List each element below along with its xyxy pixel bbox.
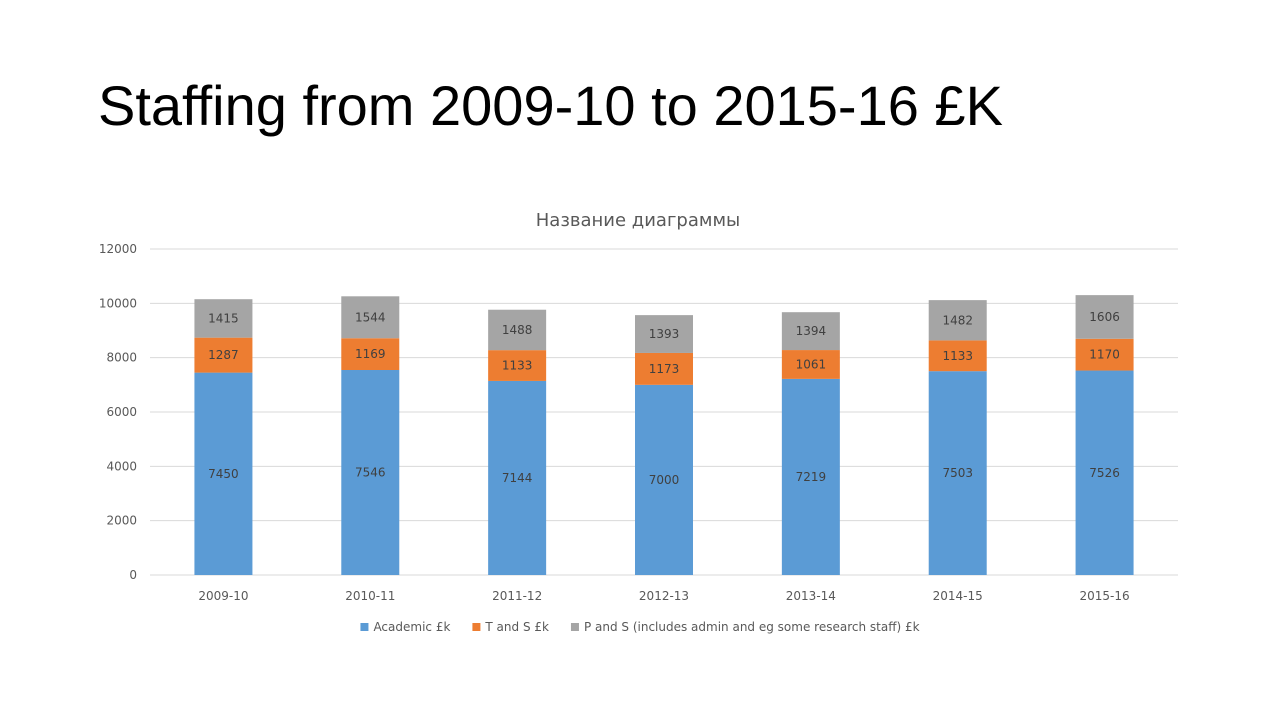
bar-segment <box>928 300 987 341</box>
bar-segment <box>781 312 840 351</box>
data-label: 1394 <box>796 324 827 338</box>
bars <box>194 295 1134 575</box>
bar-segment <box>635 384 693 575</box>
legend: Academic £k T and S £k P and S (includes a… <box>360 620 920 634</box>
x-tick-label: 2009-10 <box>198 589 248 603</box>
data-label: 1488 <box>502 323 533 337</box>
bar-segment <box>1075 338 1134 371</box>
data-label: 7546 <box>355 466 386 480</box>
x-tick-label: 2013-14 <box>786 589 836 603</box>
data-label: 7144 <box>502 471 533 485</box>
bar-segment <box>341 338 400 371</box>
data-label: 1133 <box>942 349 973 363</box>
bar-segment <box>194 299 253 338</box>
bar-segment <box>928 371 987 575</box>
data-label: 1393 <box>649 327 680 341</box>
x-tick-label: 2014-15 <box>933 589 983 603</box>
bar-segment <box>194 372 253 575</box>
y-tick-label: 8000 <box>106 351 137 365</box>
data-label: 1606 <box>1089 310 1120 324</box>
bar-segment <box>1075 370 1134 575</box>
bar-segment <box>488 380 547 575</box>
x-tick-label: 2010-11 <box>345 589 395 603</box>
data-label: 7503 <box>942 466 973 480</box>
data-label: 1133 <box>502 359 533 373</box>
y-axis-ticks: 0 2000 4000 6000 8000 10000 12000 <box>99 242 137 582</box>
legend-swatch <box>360 623 369 631</box>
y-tick-label: 4000 <box>106 459 137 473</box>
bar-segment <box>635 352 693 385</box>
bar-segment <box>1075 295 1134 339</box>
bar-segment <box>194 337 253 373</box>
data-label: 1173 <box>649 362 680 376</box>
legend-swatch <box>472 623 481 631</box>
x-tick-label: 2015-16 <box>1080 589 1130 603</box>
bar-segment <box>781 378 840 575</box>
bar-segment <box>781 350 840 379</box>
x-axis-ticks: 2009-10 2010-11 2011-12 2012-13 2013-14 2014-… <box>198 589 1129 603</box>
data-label: 1061 <box>796 357 827 371</box>
data-label: 7526 <box>1089 466 1120 480</box>
data-labels: 7450 1287 1415 7546 1169 1544 7144 1133 1488 7000… <box>208 310 1120 487</box>
data-label: 1544 <box>355 310 386 324</box>
legend-swatch <box>570 623 579 631</box>
y-tick-label: 2000 <box>106 514 137 528</box>
x-tick-label: 2012-13 <box>639 589 689 603</box>
legend-label: T and S £k <box>484 620 549 634</box>
bar-segment <box>341 370 400 575</box>
bar-segment <box>488 350 547 381</box>
y-tick-label: 6000 <box>106 405 137 419</box>
bar-segment <box>341 296 400 339</box>
slide-title: Staffing from 2009-10 to 2015-16 £K <box>98 74 1003 137</box>
y-tick-label: 0 <box>129 568 137 582</box>
data-label: 1287 <box>208 348 239 362</box>
data-label: 1482 <box>942 313 973 327</box>
x-tick-label: 2011-12 <box>492 589 542 603</box>
bar-segment <box>488 309 547 351</box>
bar-segment <box>635 315 693 353</box>
data-label: 7450 <box>208 467 239 481</box>
data-label: 7000 <box>649 473 680 487</box>
chart-title: Название диаграммы <box>536 210 741 231</box>
data-label: 1169 <box>355 347 386 361</box>
data-label: 7219 <box>796 470 827 484</box>
legend-label: P and S (includes admin and eg some rese… <box>584 620 920 634</box>
y-tick-label: 12000 <box>99 242 137 256</box>
y-tick-label: 10000 <box>99 296 137 310</box>
data-label: 1170 <box>1089 348 1120 362</box>
bar-segment <box>928 340 987 372</box>
legend-label: Academic £k <box>373 620 450 634</box>
data-label: 1415 <box>208 311 239 325</box>
